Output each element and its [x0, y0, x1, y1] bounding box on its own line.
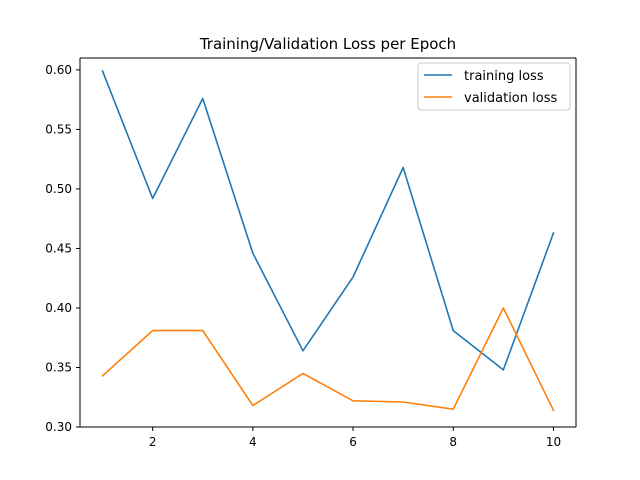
series-layer — [101, 70, 555, 412]
y-axis-ticks: 0.30 0.35 0.40 0.45 0.50 0.55 0.60 — [45, 63, 80, 434]
data-point-validation-loss — [452, 408, 454, 410]
chart-title: Training/Validation Loss per Epoch — [199, 35, 456, 53]
data-point-validation-loss — [302, 373, 304, 375]
y-tick-label: 0.30 — [45, 420, 72, 434]
plot-background — [80, 58, 576, 427]
data-point-validation-loss — [252, 405, 254, 407]
x-tick-label: 6 — [349, 435, 357, 449]
series-line-training-loss — [101, 70, 555, 371]
legend-label-validation-loss: validation loss — [464, 91, 557, 106]
data-point-training-loss — [352, 276, 354, 278]
data-point-training-loss — [302, 350, 304, 352]
legend-box — [417, 62, 571, 111]
x-axis-ticks: 2 4 6 8 10 — [149, 427, 561, 449]
y-tick-label: 0.55 — [45, 122, 72, 136]
legend-label-training-loss: training loss — [464, 69, 544, 84]
legend: training loss validation loss — [417, 62, 571, 111]
data-point-training-loss — [252, 252, 254, 254]
data-point-training-loss — [102, 70, 104, 72]
x-tick-label: 10 — [546, 435, 561, 449]
data-point-validation-loss — [102, 375, 104, 377]
data-point-validation-loss — [202, 330, 204, 332]
data-point-training-loss — [402, 167, 404, 169]
data-point-validation-loss — [352, 400, 354, 402]
x-tick-label: 2 — [149, 435, 157, 449]
y-tick-label: 0.35 — [45, 360, 72, 374]
data-point-training-loss — [503, 369, 505, 371]
y-tick-label: 0.60 — [45, 63, 72, 77]
data-point-validation-loss — [402, 401, 404, 403]
data-point-training-loss — [553, 232, 555, 234]
data-point-validation-loss — [152, 330, 154, 332]
y-tick-label: 0.45 — [45, 241, 72, 255]
plot-area: 2 4 6 8 10 0.30 0.35 0.40 0.45 0.50 0.55 0.60 — [45, 57, 577, 449]
series-line-validation-loss — [101, 307, 555, 412]
axes-frame — [79, 57, 577, 428]
data-point-validation-loss — [553, 410, 555, 412]
y-tick-label: 0.50 — [45, 182, 72, 196]
y-tick-label: 0.40 — [45, 301, 72, 315]
x-tick-label: 8 — [449, 435, 457, 449]
data-point-validation-loss — [503, 307, 505, 309]
data-point-training-loss — [202, 98, 204, 100]
data-point-training-loss — [452, 330, 454, 332]
data-point-training-loss — [152, 198, 154, 200]
x-tick-label: 4 — [249, 435, 257, 449]
